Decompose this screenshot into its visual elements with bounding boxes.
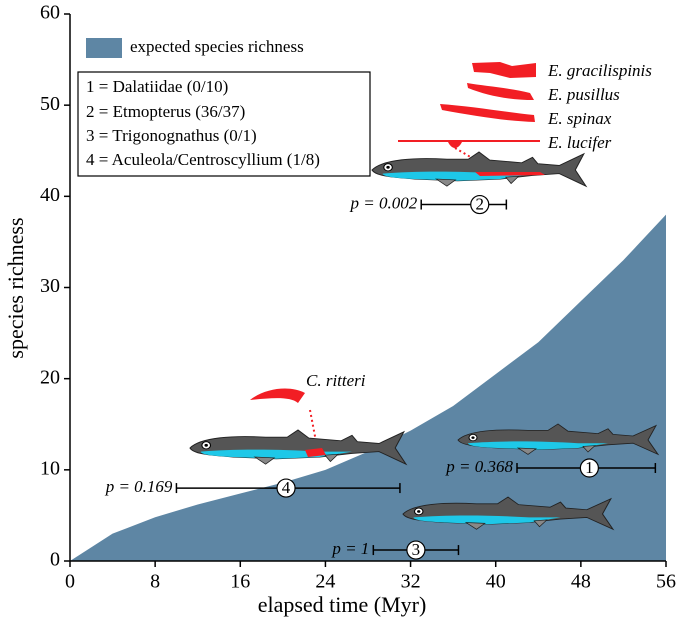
group-box — [77, 71, 371, 177]
y-tick-label: 30 — [40, 275, 60, 297]
interval-center — [579, 458, 599, 478]
y-axis-label: species richness — [3, 217, 28, 358]
group-entry: 3 = Trigonognathus (0/1) — [86, 126, 257, 145]
group-entry: 2 = Etmopterus (36/37) — [86, 102, 245, 121]
red-mark — [475, 172, 545, 176]
interval-label: 2 — [476, 194, 485, 213]
legend-swatch — [86, 38, 122, 58]
interval-label: 3 — [412, 540, 421, 559]
species-label: E. spinax — [547, 109, 612, 128]
y-tick-label: 0 — [50, 549, 60, 571]
x-tick-label: 24 — [315, 571, 335, 593]
interval-center — [470, 194, 490, 215]
interval-label: 1 — [585, 458, 594, 477]
red-mark — [250, 388, 305, 403]
y-tick-label: 40 — [40, 184, 60, 206]
group-entry: 1 = Dalatiidae (0/10) — [86, 77, 228, 96]
x-tick-label: 16 — [230, 571, 250, 593]
red-mark — [305, 448, 326, 457]
p-value: p = 0.002 — [349, 193, 417, 212]
red-mark — [472, 62, 536, 78]
interval-center — [406, 540, 426, 560]
y-tick-label: 50 — [40, 93, 60, 115]
group-entry: 4 = Aculeola/Centroscyllium (1/8) — [86, 150, 320, 169]
interval-center — [276, 478, 296, 498]
red-mark — [467, 83, 534, 100]
species-label: E. gracilispinis — [547, 61, 652, 80]
x-tick-label: 0 — [65, 571, 75, 593]
y-tick-label: 10 — [40, 457, 60, 479]
species-label: E. lucifer — [547, 133, 612, 152]
x-tick-label: 32 — [401, 571, 421, 593]
p-value: p = 0.368 — [445, 457, 513, 476]
p-value: p = 1 — [331, 539, 369, 558]
species-labels: E. gracilispinis E. pusillus E. spinax E… — [306, 61, 652, 390]
red-mark — [398, 140, 540, 148]
illustrations — [189, 62, 659, 530]
species-label: E. pusillus — [547, 85, 620, 104]
y-tick-label: 20 — [40, 366, 60, 388]
x-tick-label: 40 — [486, 571, 506, 593]
area — [70, 214, 666, 562]
shark — [371, 151, 587, 187]
species-label: C. ritteri — [306, 371, 366, 390]
x-tick-label: 56 — [656, 571, 676, 593]
x-axis-label: elapsed time (Myr) — [258, 592, 427, 617]
interval-label: 4 — [282, 478, 291, 497]
legend-label: expected species richness — [130, 37, 304, 56]
intervals: 1 p = 0.368 2 p = 0.002 3 p = 1 4 p = 0.169 — [105, 193, 657, 560]
p-value: p = 0.169 — [105, 477, 173, 496]
x-tick-label: 8 — [150, 571, 160, 593]
y-tick-label: 60 — [40, 2, 60, 24]
x-tick-label: 48 — [571, 571, 591, 593]
legend: expected species richness 1 = Dalatiidae… — [77, 37, 371, 177]
red-mark — [440, 104, 535, 122]
